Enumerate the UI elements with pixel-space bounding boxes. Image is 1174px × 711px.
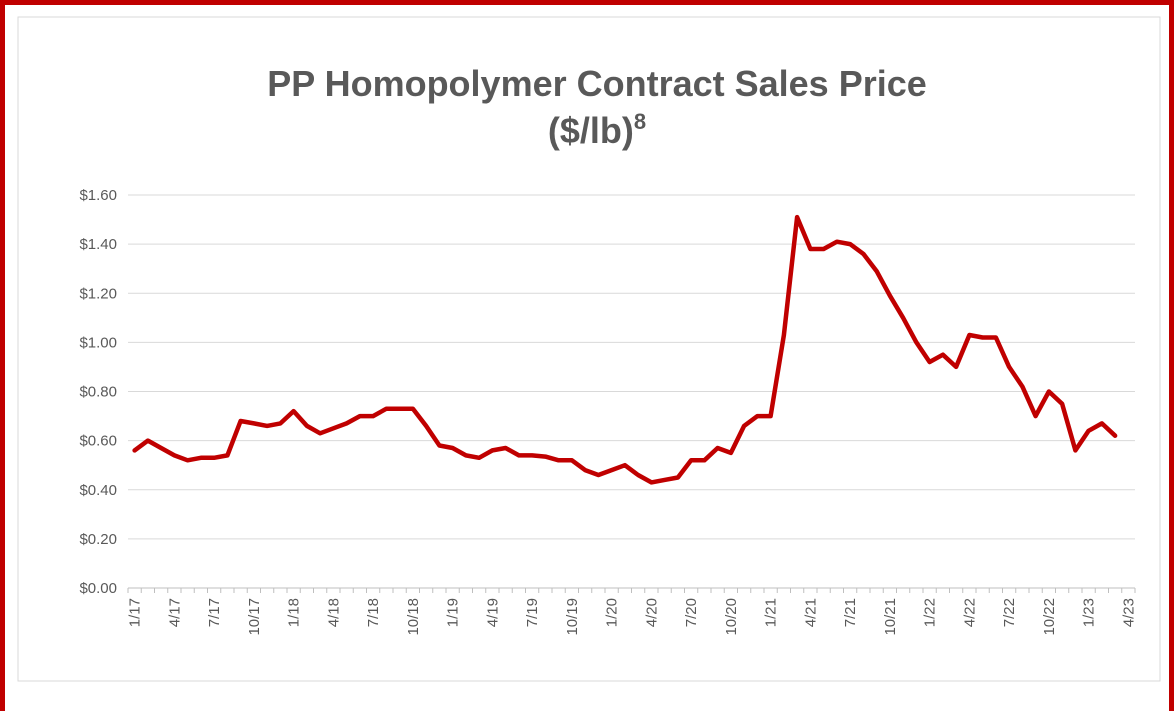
x-tick-label: 1/19 [445, 598, 462, 627]
title-text: ($/lb) [548, 110, 634, 151]
chart-title-line-2: ($/lb)8 [548, 109, 646, 151]
y-tick-label: $0.20 [79, 531, 117, 548]
x-tick-label: 1/23 [1081, 598, 1098, 627]
x-tick-label: 10/19 [564, 598, 581, 636]
y-tick-label: $1.40 [79, 236, 117, 253]
chart-title: PP Homopolymer Contract Sales Price [267, 63, 927, 104]
x-tick-label: 4/18 [325, 598, 342, 627]
x-tick-label: 4/20 [643, 598, 660, 627]
x-tick-label: 7/22 [1001, 598, 1018, 627]
x-tick-label: 4/21 [802, 598, 819, 627]
x-tick-label: 10/21 [882, 598, 899, 636]
x-tick-label: 7/17 [206, 598, 223, 627]
x-tick-label: 7/19 [524, 598, 541, 627]
chart-border [17, 16, 1161, 682]
x-tick-label: 1/21 [763, 598, 780, 627]
x-tick-label: 10/17 [246, 598, 263, 636]
y-tick-label: $0.40 [79, 482, 117, 499]
y-tick-label: $0.00 [79, 580, 117, 597]
x-tick-label: 1/22 [922, 598, 939, 627]
x-tick-label: 10/20 [723, 598, 740, 636]
x-tick-label: 4/23 [1120, 598, 1137, 627]
x-tick-label: 4/22 [961, 598, 978, 627]
x-tick-label: 10/22 [1041, 598, 1058, 636]
x-tick-label: 1/17 [127, 598, 144, 627]
x-tick-label: 1/18 [286, 598, 303, 627]
x-tick-label: 7/18 [365, 598, 382, 627]
x-tick-label: 4/17 [166, 598, 183, 627]
x-tick-label: 4/19 [484, 598, 501, 627]
y-tick-label: $1.60 [79, 187, 117, 204]
y-tick-label: $1.00 [79, 334, 117, 351]
y-tick-label: $1.20 [79, 285, 117, 302]
x-tick-label: 7/20 [683, 598, 700, 627]
y-tick-label: $0.60 [79, 433, 117, 450]
line-series [132, 214, 1118, 485]
y-tick-label: $0.80 [79, 384, 117, 401]
x-tick-label: 10/18 [405, 598, 422, 636]
x-tick-label: 7/21 [842, 598, 859, 627]
title-footnote-mark: 8 [634, 109, 646, 134]
x-tick-label: 1/20 [604, 598, 621, 627]
